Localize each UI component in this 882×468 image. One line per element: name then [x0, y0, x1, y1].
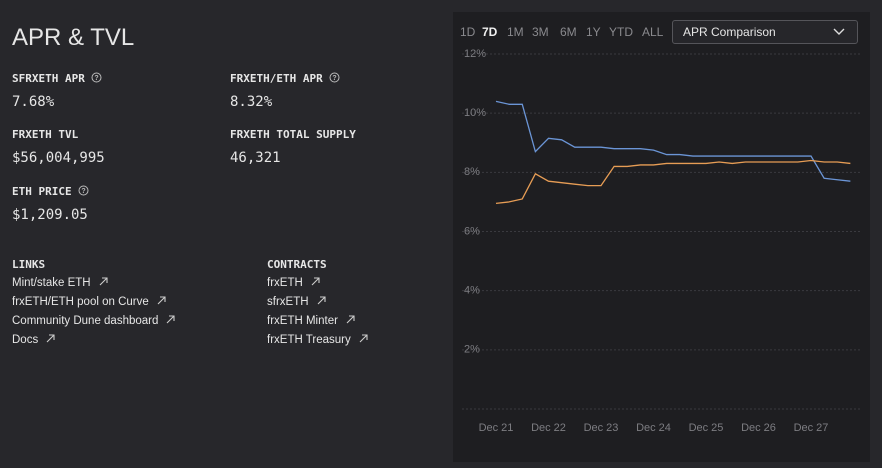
x-tick-label: Dec 23	[584, 422, 619, 434]
stat-value: 46,321	[230, 150, 281, 166]
info-icon: ?	[329, 72, 340, 83]
series-line	[495, 100, 851, 182]
x-tick-label: Dec 25	[689, 422, 724, 434]
external-icon	[46, 334, 55, 343]
link[interactable]: frxETH/ETH pool on Curve	[12, 296, 166, 308]
stat-value: $1,209.05	[12, 207, 88, 223]
link[interactable]: frxETH Minter	[267, 315, 355, 327]
range-button[interactable]: 1M	[507, 25, 524, 39]
stat-value: 8.32%	[230, 94, 273, 110]
external-icon	[157, 296, 166, 305]
select-label: APR Comparison	[683, 25, 776, 39]
y-tick-label: 4%	[464, 285, 480, 297]
link[interactable]: Community Dune dashboard	[12, 315, 175, 327]
chevron	[833, 28, 845, 35]
link[interactable]: sfrxETH	[267, 296, 326, 308]
external-icon	[317, 296, 326, 305]
link[interactable]: frxETH Treasury	[267, 334, 368, 346]
stat-value: $56,004,995	[12, 150, 105, 166]
y-tick-label: 2%	[464, 344, 480, 356]
range-button[interactable]: ALL	[642, 25, 664, 39]
external-icon	[346, 315, 355, 324]
stat-label: SFRXETH APR?	[12, 72, 102, 85]
svg-text:?: ?	[94, 75, 98, 82]
external-icon	[359, 334, 368, 343]
stat-label: FRXETH/ETH APR?	[230, 72, 340, 85]
range-button[interactable]: 6M	[560, 25, 577, 39]
links-title: LINKS	[12, 258, 46, 271]
x-tick-label: Dec 21	[479, 422, 514, 434]
y-tick-label: 10%	[464, 107, 486, 119]
x-tick-label: Dec 24	[636, 422, 671, 434]
series-line	[495, 159, 851, 205]
info-icon: ?	[91, 72, 102, 83]
stat-value: 7.68%	[12, 94, 55, 110]
range-button[interactable]: 1D	[460, 25, 476, 39]
x-tick-label: Dec 22	[531, 422, 566, 434]
contracts-title: CONTRACTS	[267, 258, 327, 271]
y-tick-label: 8%	[464, 166, 480, 178]
y-tick-label: 12%	[464, 48, 486, 60]
svg-text:?: ?	[332, 75, 336, 82]
svg-text:?: ?	[81, 188, 85, 195]
x-tick-label: Dec 27	[794, 422, 829, 434]
external-icon	[311, 277, 320, 286]
stat-label: FRXETH TVL	[12, 128, 79, 141]
link[interactable]: Mint/stake ETH	[12, 277, 108, 289]
page-title: APR & TVL	[12, 24, 135, 51]
range-button[interactable]: YTD	[609, 25, 633, 39]
range-button[interactable]: 7D	[482, 25, 498, 39]
link[interactable]: frxETH	[267, 277, 320, 289]
select-box[interactable]: APR Comparison	[672, 20, 858, 44]
info-icon: ?	[78, 185, 89, 196]
external-icon	[99, 277, 108, 286]
x-tick-label: Dec 26	[741, 422, 776, 434]
range-button[interactable]: 3M	[532, 25, 549, 39]
stat-label: FRXETH TOTAL SUPPLY	[230, 128, 356, 141]
y-tick-label: 6%	[464, 225, 480, 237]
range-button[interactable]: 1Y	[586, 25, 601, 39]
external-icon	[167, 315, 175, 324]
link[interactable]: Docs	[12, 334, 55, 346]
stat-label: ETH PRICE?	[12, 185, 89, 198]
chart-panel	[453, 12, 870, 462]
